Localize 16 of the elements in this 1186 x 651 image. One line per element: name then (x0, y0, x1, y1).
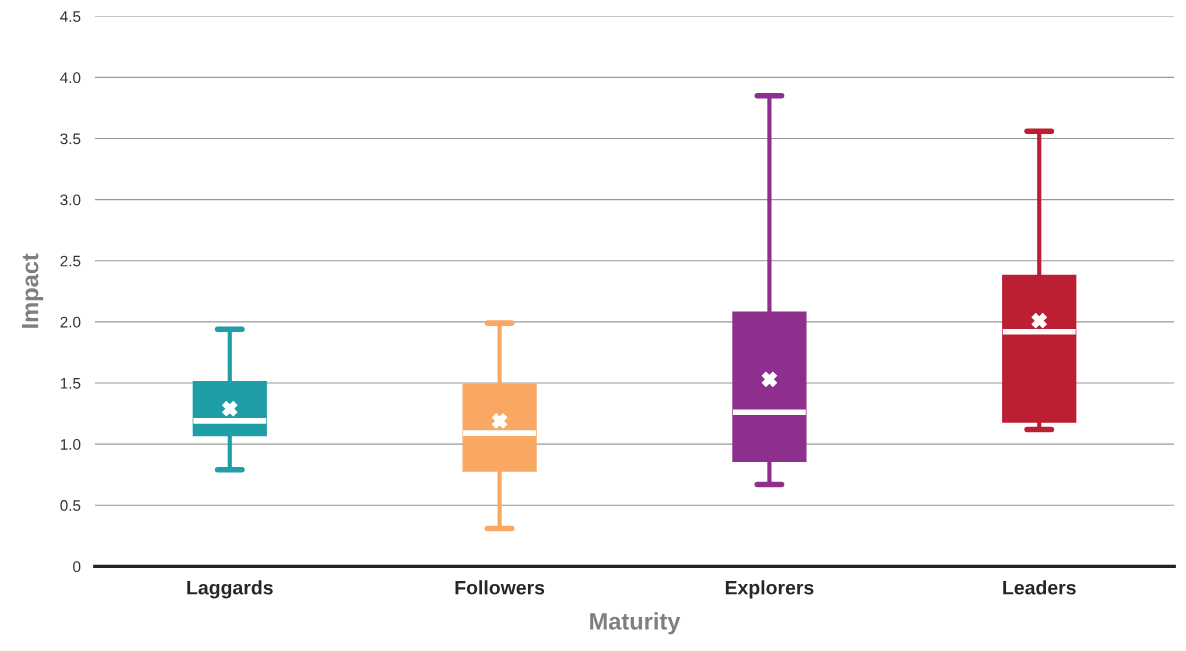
y-tick-label: 4.0 (60, 72, 81, 84)
y-tick-label: 2.0 (60, 316, 81, 328)
y-tick-label: 4.5 (60, 11, 81, 22)
y-tick-label: 1.5 (60, 378, 81, 389)
y-tick-label: 1.0 (60, 438, 81, 450)
y-tick-label: 3.0 (60, 194, 81, 206)
y-tick-label: 0.5 (60, 500, 81, 511)
y-tick-label: 3.5 (60, 133, 81, 145)
x-tick-label: Leaders (1003, 580, 1076, 595)
y-tick-label: 0 (73, 561, 81, 573)
y-axis-title: Impact (21, 253, 44, 328)
x-tick-label: Followers (455, 580, 545, 595)
x-tick-label: Explorers (725, 580, 814, 599)
x-tick-label: Laggards (187, 580, 273, 599)
y-tick-label: 2.5 (60, 255, 81, 267)
x-axis-title: Maturity (590, 612, 681, 635)
